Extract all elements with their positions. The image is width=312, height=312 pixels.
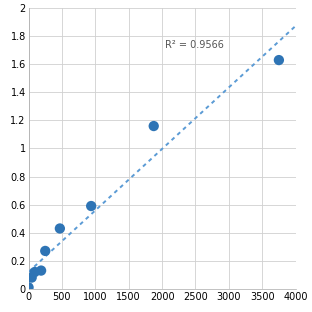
Point [57, 226, 62, 231]
Point [276, 58, 281, 63]
Point [89, 203, 94, 208]
Point [39, 268, 44, 273]
Point [151, 124, 156, 129]
Point [26, 285, 31, 290]
Text: R² = 0.9566: R² = 0.9566 [165, 41, 224, 51]
Point [29, 275, 34, 280]
Point [32, 270, 37, 275]
Point [43, 248, 48, 253]
